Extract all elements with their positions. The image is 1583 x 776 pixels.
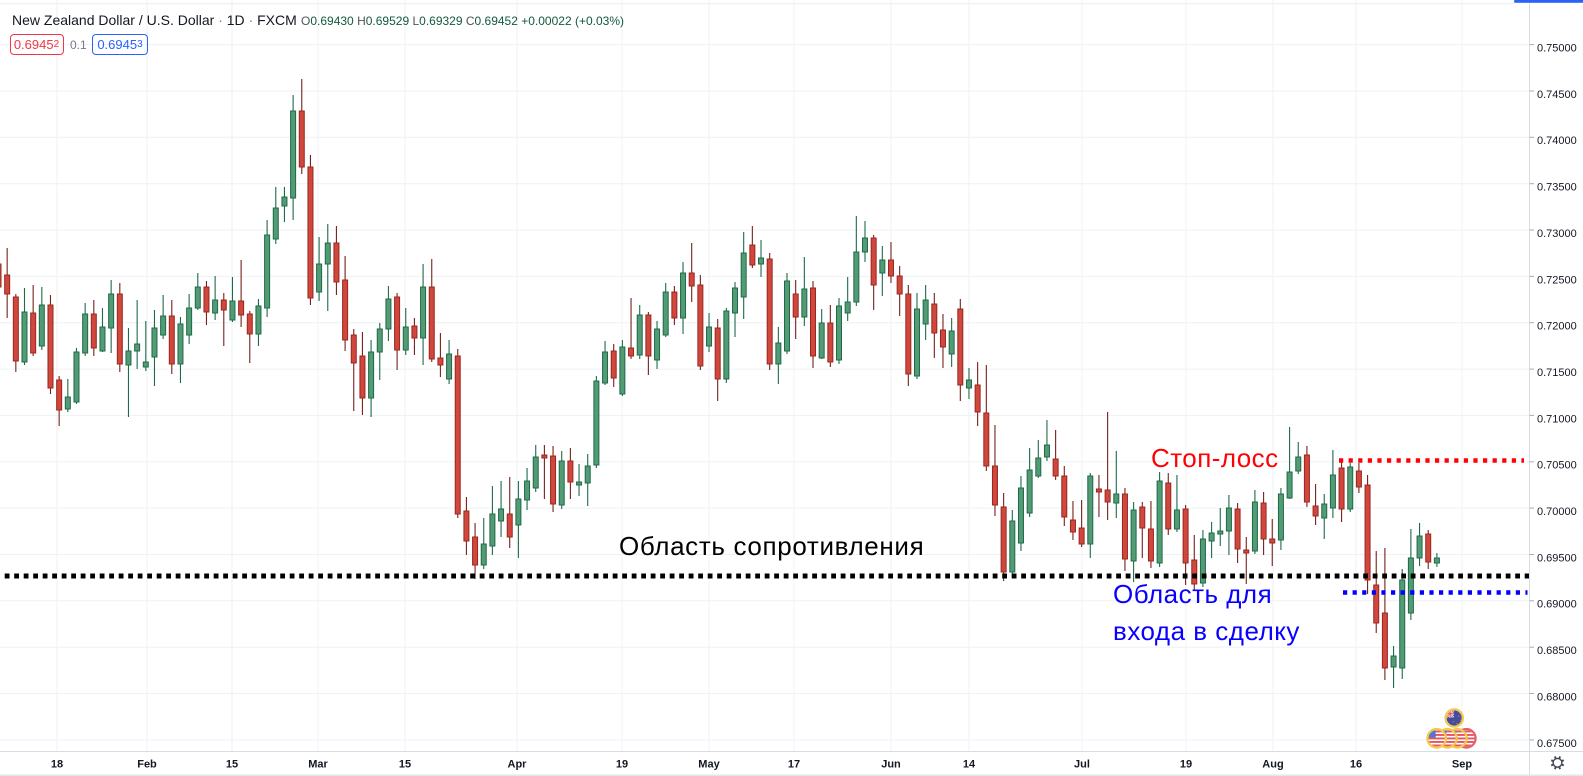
svg-text:15: 15 xyxy=(226,759,238,771)
svg-text:Apr: Apr xyxy=(508,759,528,771)
svg-text:0.71500: 0.71500 xyxy=(1537,367,1577,379)
svg-text:Sep: Sep xyxy=(1452,759,1472,771)
svg-text:Feb: Feb xyxy=(137,759,157,771)
svg-text:0.73000: 0.73000 xyxy=(1537,228,1577,240)
svg-text:0.72000: 0.72000 xyxy=(1537,321,1577,333)
svg-text:0.74000: 0.74000 xyxy=(1537,135,1577,147)
svg-text:17: 17 xyxy=(788,759,800,771)
svg-text:0.72500: 0.72500 xyxy=(1537,274,1577,286)
svg-text:May: May xyxy=(698,759,720,771)
svg-text:0.69500: 0.69500 xyxy=(1537,552,1577,564)
svg-text:0.68500: 0.68500 xyxy=(1537,645,1577,657)
svg-text:0.73500: 0.73500 xyxy=(1537,182,1577,194)
svg-text:16: 16 xyxy=(1350,759,1362,771)
svg-text:14: 14 xyxy=(963,759,976,771)
svg-text:0.75000: 0.75000 xyxy=(1537,43,1577,55)
svg-text:Mar: Mar xyxy=(308,759,328,771)
svg-text:0.69000: 0.69000 xyxy=(1537,599,1577,611)
svg-text:0.68000: 0.68000 xyxy=(1537,691,1577,703)
svg-text:Aug: Aug xyxy=(1262,759,1283,771)
svg-text:0.70500: 0.70500 xyxy=(1537,460,1577,472)
svg-text:18: 18 xyxy=(51,759,63,771)
svg-text:Jun: Jun xyxy=(881,759,901,771)
svg-text:15: 15 xyxy=(399,759,411,771)
svg-text:19: 19 xyxy=(1180,759,1192,771)
svg-text:0.74500: 0.74500 xyxy=(1537,89,1577,101)
svg-text:0.71000: 0.71000 xyxy=(1537,413,1577,425)
svg-text:0.67500: 0.67500 xyxy=(1537,738,1577,750)
svg-text:0.70000: 0.70000 xyxy=(1537,506,1577,518)
svg-text:19: 19 xyxy=(616,759,628,771)
svg-text:Jul: Jul xyxy=(1074,759,1090,771)
